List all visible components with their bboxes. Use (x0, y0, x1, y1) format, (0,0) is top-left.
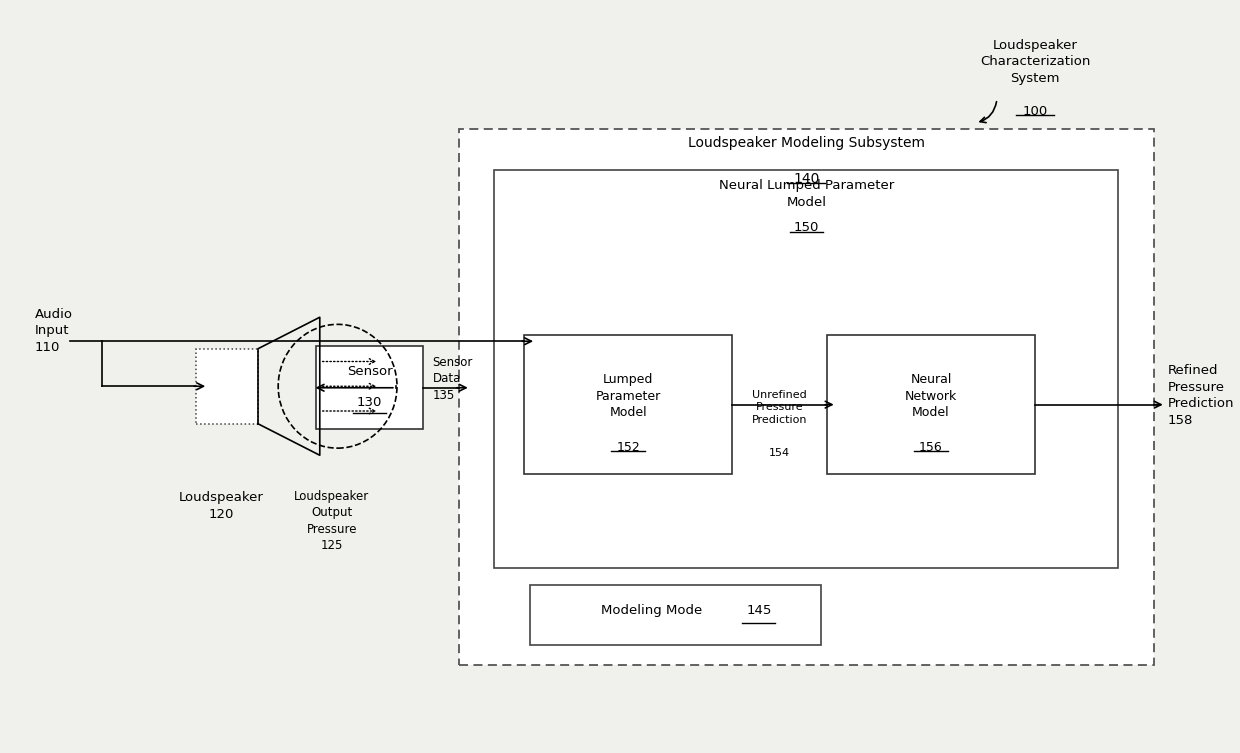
Text: Audio
Input
110: Audio Input 110 (35, 308, 73, 354)
Text: Neural
Network
Model: Neural Network Model (905, 373, 957, 419)
Text: 156: 156 (919, 441, 942, 453)
Text: Modeling Mode: Modeling Mode (601, 604, 702, 617)
FancyBboxPatch shape (316, 346, 423, 429)
FancyBboxPatch shape (529, 585, 821, 645)
Text: 152: 152 (616, 441, 640, 453)
Text: Loudspeaker
Characterization
System: Loudspeaker Characterization System (980, 39, 1090, 85)
Text: Sensor: Sensor (347, 364, 393, 378)
Text: Sensor
Data
135: Sensor Data 135 (433, 355, 472, 402)
Text: 100: 100 (1022, 105, 1048, 118)
FancyBboxPatch shape (525, 335, 732, 474)
Text: 140: 140 (794, 172, 820, 187)
Text: Loudspeaker
120: Loudspeaker 120 (179, 491, 264, 521)
Text: Loudspeaker Modeling Subsystem: Loudspeaker Modeling Subsystem (688, 136, 925, 151)
Text: Loudspeaker
Output
Pressure
125: Loudspeaker Output Pressure 125 (294, 489, 370, 552)
Text: 145: 145 (746, 604, 771, 617)
FancyBboxPatch shape (827, 335, 1035, 474)
FancyBboxPatch shape (495, 170, 1118, 568)
Text: 150: 150 (794, 221, 818, 234)
Text: Refined
Pressure
Prediction
158: Refined Pressure Prediction 158 (1168, 364, 1235, 427)
Text: Lumped
Parameter
Model: Lumped Parameter Model (595, 373, 661, 419)
FancyBboxPatch shape (459, 129, 1153, 666)
Text: 154: 154 (769, 448, 790, 458)
Text: Neural Lumped Parameter
Model: Neural Lumped Parameter Model (719, 179, 894, 209)
Text: Unrefined
Pressure
Prediction: Unrefined Pressure Prediction (751, 389, 807, 425)
Text: 130: 130 (357, 396, 382, 410)
FancyBboxPatch shape (196, 349, 258, 424)
